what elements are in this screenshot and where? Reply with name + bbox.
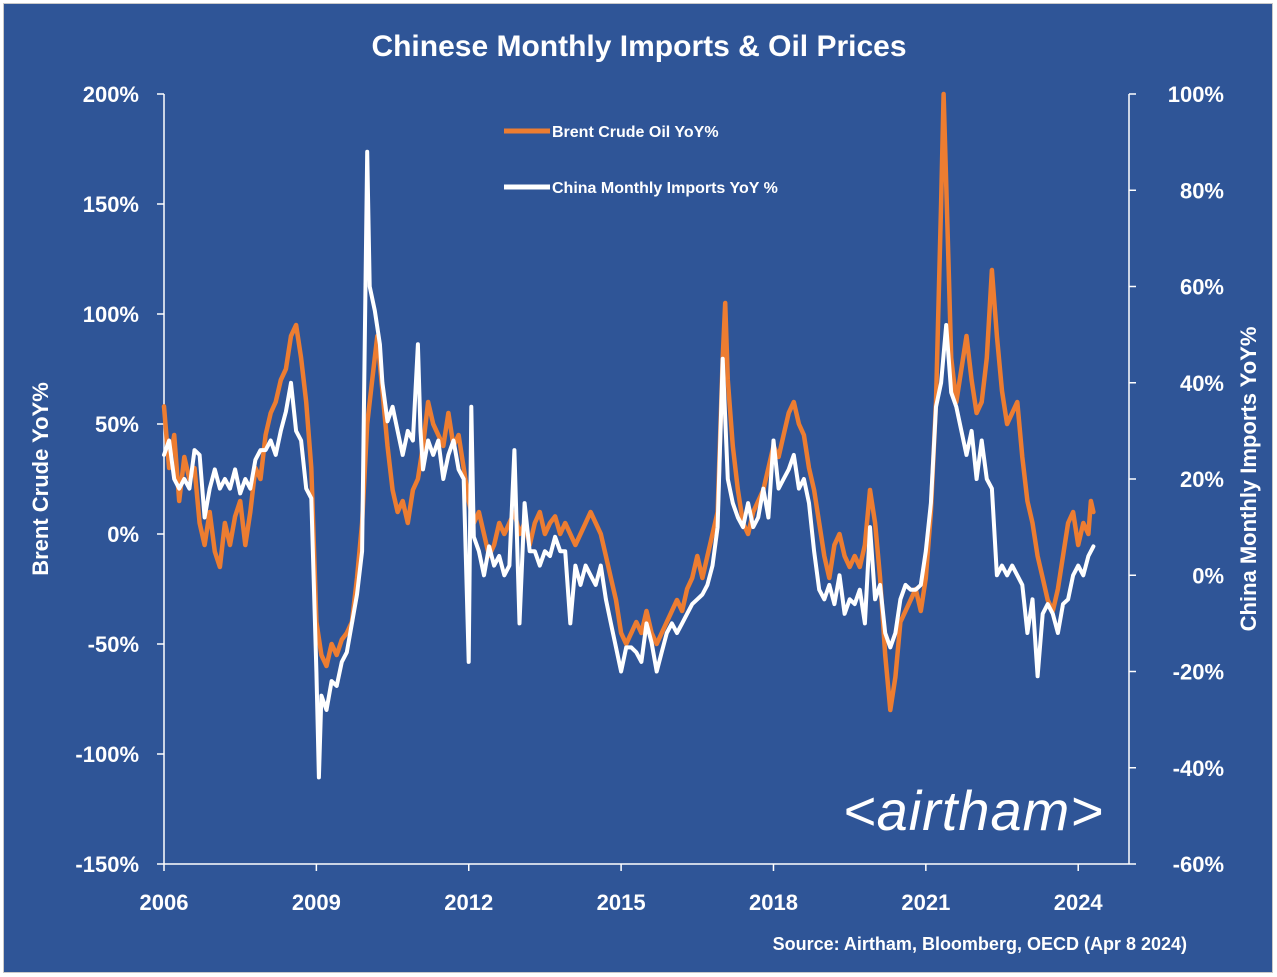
china-imports-line [162,149,1096,780]
left-axis-title: Brent Crude YoY% [28,382,53,576]
x-tick-label: 2018 [749,890,798,915]
x-tick-label: 2021 [901,890,950,915]
left-tick-label: 150% [83,192,139,217]
left-tick-label: 200% [83,82,139,107]
airtham-logo: <airtham> [843,779,1104,842]
axes [163,94,1130,865]
legend-label-brent: Brent Crude Oil YoY% [552,124,719,141]
left-tick-label: -150% [75,852,139,877]
x-ticks: 2006 2009 2012 2015 2018 2021 2024 [140,864,1104,915]
x-tick-label: 2009 [292,890,341,915]
right-tick-label: 40% [1180,371,1224,396]
left-tick-label: 0% [107,522,139,547]
brent-crude-line [161,91,1096,713]
chart: Chinese Monthly Imports & Oil Prices 200… [28,30,1261,954]
source-note: Source: Airtham, Bloomberg, OECD (Apr 8 … [773,934,1187,954]
legend-label-china-imports: China Monthly Imports YoY % [552,180,778,197]
chart-frame: Chinese Monthly Imports & Oil Prices 200… [3,3,1273,973]
left-tick-label: -100% [75,742,139,767]
series-lines [161,91,1096,780]
right-tick-label: 60% [1180,275,1224,300]
chart-title: Chinese Monthly Imports & Oil Prices [371,30,906,63]
right-tick-label: -60% [1173,852,1224,877]
right-tick-label: -40% [1173,756,1224,781]
right-tick-label: 100% [1168,82,1224,107]
x-tick-label: 2015 [597,890,646,915]
x-tick-label: 2012 [444,890,493,915]
right-tick-label: 0% [1192,563,1224,588]
right-tick-label: -20% [1173,660,1224,685]
left-y-ticks: 200% 150% 100% 50% 0% -50% -100% -150% [75,82,164,877]
right-tick-label: 80% [1180,178,1224,203]
x-tick-label: 2024 [1054,890,1104,915]
right-y-ticks: 100% 80% 60% 40% 20% 0% -20% -40% -60% [1129,82,1224,877]
legend: Brent Crude Oil YoY% China Monthly Impor… [504,124,778,197]
left-tick-label: -50% [88,632,139,657]
left-tick-label: 100% [83,302,139,327]
x-tick-label: 2006 [140,890,189,915]
right-tick-label: 20% [1180,467,1224,492]
right-axis-title: China Monthly Imports YoY% [1236,327,1261,632]
left-tick-label: 50% [95,412,139,437]
